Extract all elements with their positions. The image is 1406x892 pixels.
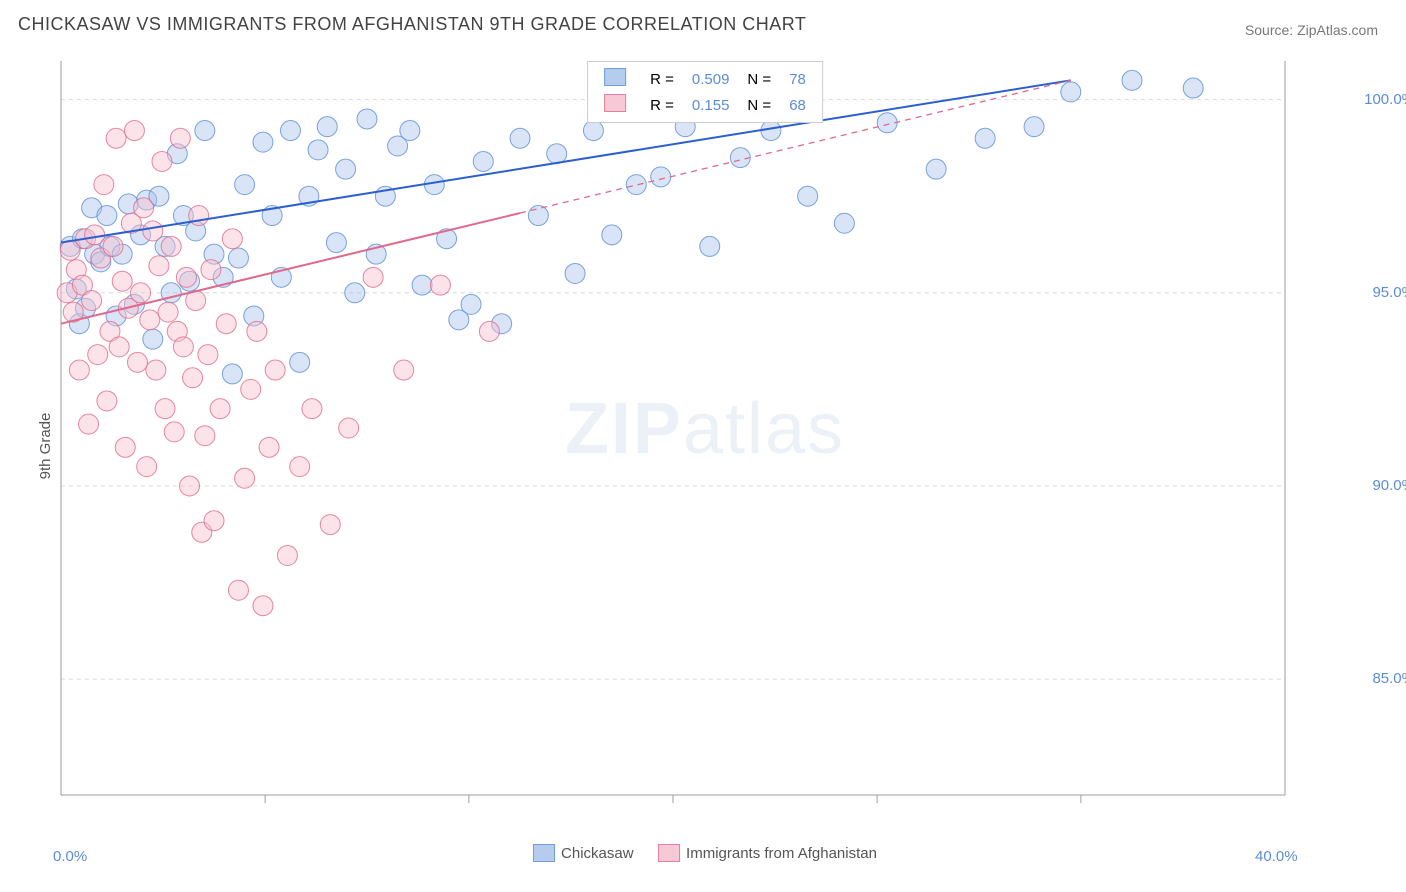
chart-title: CHICKASAW VS IMMIGRANTS FROM AFGHANISTAN…	[18, 14, 806, 35]
source-credit: Source: ZipAtlas.com	[1245, 22, 1378, 38]
stats-row-chickasaw: R = 0.509 N = 78	[596, 67, 814, 91]
legend-swatch-chickasaw	[533, 844, 555, 862]
scatter-chart: ZIPatlas R = 0.509 N = 78 R = 0.155 N = …	[55, 55, 1355, 835]
x-tick-label: 40.0%	[1255, 848, 1298, 865]
stats-table: R = 0.509 N = 78 R = 0.155 N = 68	[594, 65, 816, 119]
x-tick-label: 0.0%	[53, 848, 87, 865]
y-tick-label: 95.0%	[1372, 284, 1406, 301]
swatch-afghan	[604, 94, 626, 112]
series-legend: Chickasaw Immigrants from Afghanistan	[523, 844, 887, 867]
y-axis-label: 9th Grade	[37, 413, 54, 480]
legend-item-afghan: Immigrants from Afghanistan	[658, 844, 877, 862]
y-tick-label: 100.0%	[1364, 91, 1406, 108]
legend-item-chickasaw: Chickasaw	[533, 844, 634, 862]
stats-row-afghan: R = 0.155 N = 68	[596, 93, 814, 117]
y-tick-label: 85.0%	[1372, 670, 1406, 687]
swatch-chickasaw	[604, 68, 626, 86]
chart-svg	[55, 55, 1355, 835]
legend-swatch-afghan	[658, 844, 680, 862]
stats-legend: R = 0.509 N = 78 R = 0.155 N = 68	[587, 61, 823, 123]
y-tick-label: 90.0%	[1372, 477, 1406, 494]
chart-container: CHICKASAW VS IMMIGRANTS FROM AFGHANISTAN…	[0, 0, 1406, 892]
